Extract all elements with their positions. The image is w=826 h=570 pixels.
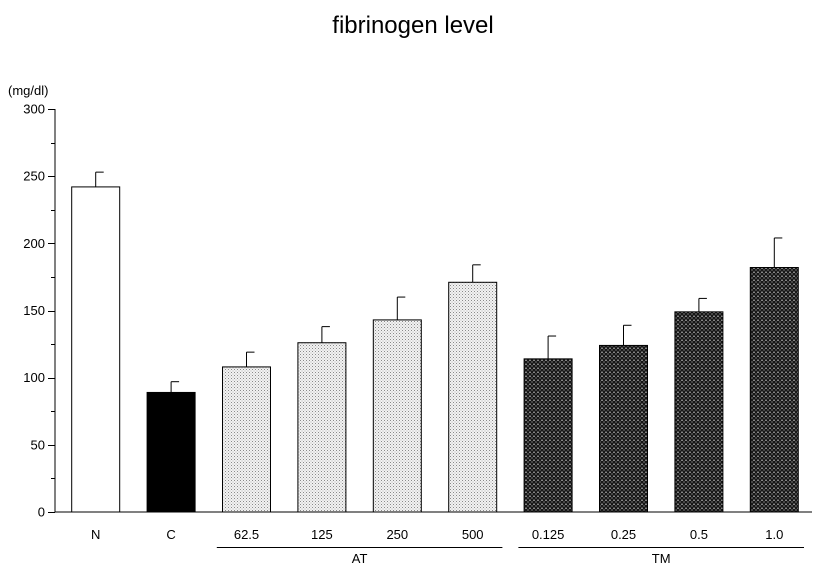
x-tick-label: 1.0 xyxy=(765,527,783,542)
bar-N xyxy=(71,186,121,513)
y-tick-label: 300 xyxy=(23,102,45,117)
bar-250 xyxy=(372,319,422,513)
chart-title: fibrinogen level xyxy=(332,12,494,39)
x-tick-label: C xyxy=(166,527,175,542)
bar-500 xyxy=(448,281,498,513)
y-tick-label: 150 xyxy=(23,303,45,318)
x-tick-label: 250 xyxy=(386,527,408,542)
bar-C xyxy=(146,391,196,513)
y-tick-label: 50 xyxy=(31,437,45,452)
y-tick-label: 250 xyxy=(23,169,45,184)
x-tick-label: 62.5 xyxy=(234,527,259,542)
x-tick-label: 0.125 xyxy=(532,527,565,542)
y-tick-label: 0 xyxy=(38,505,45,520)
y-axis-unit-label: (mg/dl) xyxy=(8,83,48,98)
group-label-AT: AT xyxy=(352,551,368,566)
bar-1.0 xyxy=(749,267,799,513)
x-tick-label: 125 xyxy=(311,527,333,542)
bar-125 xyxy=(297,342,347,513)
y-tick-label: 200 xyxy=(23,236,45,251)
group-label-TM: TM xyxy=(652,551,671,566)
x-tick-label: 0.5 xyxy=(690,527,708,542)
bar-0.125 xyxy=(523,358,573,513)
x-tick-label: 0.25 xyxy=(611,527,636,542)
x-tick-label: 500 xyxy=(462,527,484,542)
bar-0.5 xyxy=(674,311,724,513)
bar-62.5 xyxy=(222,366,271,513)
bar-0.25 xyxy=(599,344,648,513)
y-tick-label: 100 xyxy=(23,370,45,385)
x-tick-label: N xyxy=(91,527,100,542)
